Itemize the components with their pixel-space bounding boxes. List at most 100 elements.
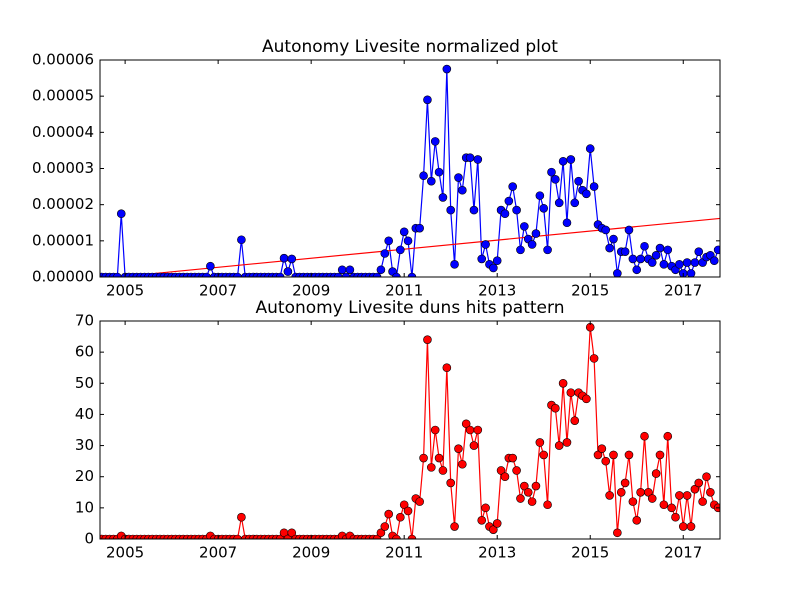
marker: [531, 229, 541, 238]
y-tick-label: 50: [75, 374, 94, 392]
marker: [465, 425, 475, 435]
marker: [686, 522, 696, 531]
y-tick-label: 0.00000: [32, 268, 94, 286]
marker: [624, 225, 634, 235]
marker: [450, 522, 459, 531]
marker: [376, 265, 386, 275]
marker: [551, 403, 560, 413]
marker: [516, 494, 525, 503]
marker: [492, 519, 502, 528]
marker: [609, 234, 618, 244]
marker: [647, 494, 657, 503]
marker: [624, 450, 634, 460]
marker: [202, 272, 211, 277]
marker: [616, 487, 626, 497]
marker: [279, 253, 289, 263]
marker: [275, 272, 285, 277]
marker: [287, 254, 297, 264]
marker: [659, 500, 669, 510]
marker: [489, 263, 498, 273]
marker: [233, 534, 242, 539]
marker: [609, 450, 618, 460]
marker: [531, 481, 541, 491]
marker: [655, 243, 665, 253]
marker: [461, 419, 471, 429]
marker: [504, 196, 514, 206]
marker: [442, 64, 452, 74]
marker: [477, 254, 487, 264]
axes-frame: [99, 320, 721, 540]
marker: [516, 245, 525, 255]
marker: [582, 394, 591, 404]
marker: [651, 469, 661, 478]
y-tick-label: 0.00006: [32, 51, 94, 69]
marker: [396, 245, 405, 255]
marker: [640, 241, 649, 251]
marker: [399, 500, 409, 510]
marker: [345, 265, 355, 275]
marker: [454, 444, 463, 453]
marker: [206, 261, 215, 271]
marker: [508, 182, 517, 191]
y-tick-label: 20: [75, 467, 94, 485]
marker: [392, 534, 401, 539]
x-tick-label: 2017: [664, 282, 702, 300]
marker: [458, 459, 467, 469]
marker: [473, 155, 483, 164]
marker: [613, 528, 622, 538]
x-tick-label: 2017: [664, 544, 702, 562]
marker: [589, 354, 599, 363]
plot-area: [100, 64, 720, 277]
marker: [333, 272, 343, 277]
marker: [523, 487, 533, 497]
x-tick-label: 2007: [199, 544, 237, 562]
marker: [593, 450, 603, 460]
marker: [551, 175, 560, 184]
marker: [419, 171, 428, 181]
marker: [372, 272, 382, 277]
marker: [605, 491, 614, 500]
marker: [558, 378, 568, 388]
marker: [392, 272, 401, 277]
marker: [659, 260, 669, 269]
marker: [605, 243, 614, 253]
x-tick-label: 2009: [292, 282, 330, 300]
marker: [570, 416, 580, 425]
marker: [694, 478, 704, 488]
marker: [446, 205, 455, 215]
marker: [423, 335, 432, 344]
marker: [601, 225, 611, 235]
marker: [423, 95, 432, 105]
marker: [512, 466, 521, 475]
marker: [713, 245, 720, 255]
marker: [496, 466, 506, 475]
marker: [415, 497, 424, 506]
marker: [520, 222, 529, 231]
marker: [380, 522, 390, 531]
x-tick-label: 2009: [292, 544, 330, 562]
marker: [632, 265, 642, 275]
chart-title: Autonomy Livesite duns hits pattern: [256, 298, 565, 318]
marker: [663, 245, 673, 255]
marker: [620, 247, 630, 256]
marker: [430, 137, 440, 146]
marker: [582, 189, 591, 199]
marker: [469, 205, 479, 215]
marker: [667, 503, 676, 513]
marker: [547, 167, 556, 177]
marker: [237, 235, 246, 245]
marker: [628, 497, 638, 506]
marker: [535, 191, 545, 200]
marker: [663, 431, 673, 441]
marker: [675, 260, 684, 269]
x-tick-label: 2015: [571, 282, 609, 300]
marker: [116, 209, 126, 219]
marker: [562, 438, 572, 447]
marker: [489, 525, 498, 534]
marker: [694, 247, 704, 256]
marker: [636, 487, 645, 497]
marker: [647, 258, 657, 267]
marker: [427, 463, 436, 472]
marker: [589, 182, 599, 191]
